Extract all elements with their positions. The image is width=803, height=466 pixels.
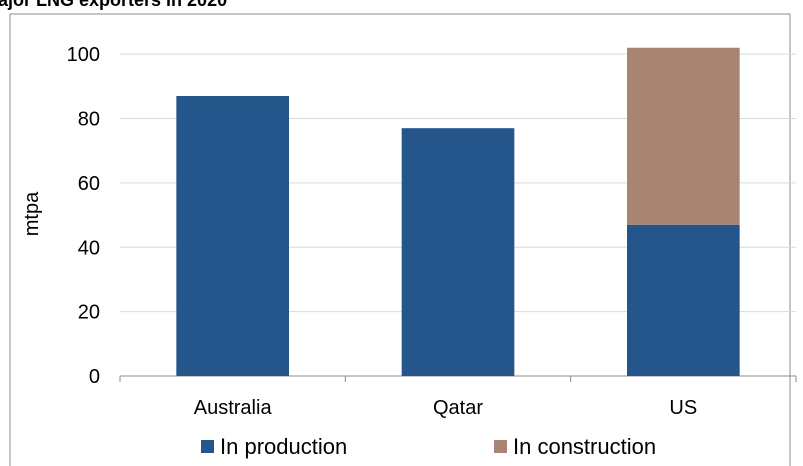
bar-in-production [401, 128, 515, 376]
legend-label: In production [220, 434, 347, 459]
y-axis-ticks: 0 20 40 60 80 100 [67, 44, 100, 388]
x-tick-label: Australia [194, 397, 273, 419]
y-tick-label: 60 [78, 173, 100, 195]
legend-swatch [494, 440, 507, 453]
y-tick-label: 40 [78, 237, 100, 259]
legend-swatch [201, 440, 214, 453]
bar-in-production [627, 224, 740, 376]
y-tick-label: 0 [89, 366, 100, 388]
y-axis-label: mtpa [21, 191, 43, 236]
chart-border [9, 13, 791, 466]
y-tick-label: 20 [78, 302, 100, 324]
y-tick-label: 80 [78, 109, 100, 131]
x-tick-label: US [669, 397, 697, 419]
chart-title: ajor LNG exporters in 2020 [0, 0, 227, 10]
x-tick-label: Qatar [433, 397, 483, 419]
bar-in-production [176, 96, 289, 376]
bars [176, 47, 740, 376]
y-tick-label: 100 [67, 44, 100, 66]
x-axis-ticks: Australia Qatar US [119, 376, 797, 419]
legend-label: In construction [513, 434, 656, 459]
legend: In production In construction [201, 434, 656, 459]
bar-in-construction [627, 47, 740, 225]
